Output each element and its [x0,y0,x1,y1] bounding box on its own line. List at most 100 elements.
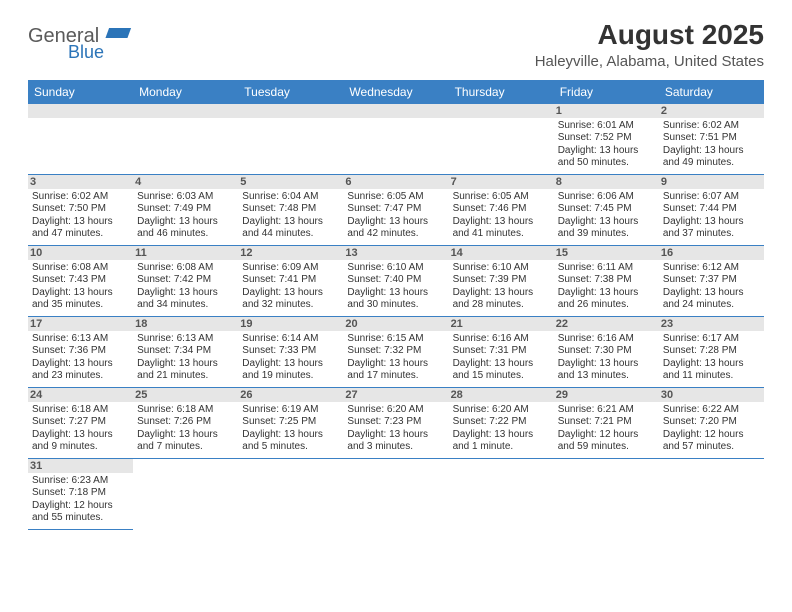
daylight-line: Daylight: 13 hours and 9 minutes. [32,429,129,454]
sunset-line: Sunset: 7:26 PM [137,416,234,429]
day-number: 1 [554,104,659,118]
day-info: Sunrise: 6:19 AMSunset: 7:25 PMDaylight:… [242,404,339,454]
day-cell: 11 Sunrise: 6:08 AMSunset: 7:42 PMDayligh… [133,246,238,317]
daylight-line: Daylight: 13 hours and 19 minutes. [242,358,339,383]
daylight-line: Daylight: 13 hours and 44 minutes. [242,216,339,241]
empty-cell [343,104,448,175]
daylight-line: Daylight: 13 hours and 35 minutes. [32,287,129,312]
weekday-header: Thursday [449,80,554,104]
calendar-grid: 1Sunrise: 6:01 AMSunset: 7:52 PMDaylight… [28,104,764,530]
sunset-line: Sunset: 7:46 PM [453,203,550,216]
daylight-line: Daylight: 13 hours and 30 minutes. [347,287,444,312]
day-number: 22 [554,317,659,331]
day-info: Sunrise: 6:09 AMSunset: 7:41 PMDaylight:… [242,262,339,312]
daylight-line: Daylight: 13 hours and 42 minutes. [347,216,444,241]
day-cell: 6 Sunrise: 6:05 AMSunset: 7:47 PMDaylight… [343,175,448,246]
day-number [449,104,554,118]
sunset-line: Sunset: 7:42 PM [137,274,234,287]
day-info: Sunrise: 6:11 AMSunset: 7:38 PMDaylight:… [558,262,655,312]
sunrise-line: Sunrise: 6:13 AM [32,333,129,346]
daylight-line: Daylight: 13 hours and 17 minutes. [347,358,444,383]
sunset-line: Sunset: 7:22 PM [453,416,550,429]
sunrise-line: Sunrise: 6:06 AM [558,191,655,204]
daylight-line: Daylight: 13 hours and 3 minutes. [347,429,444,454]
weekday-header: Wednesday [343,80,448,104]
sunrise-line: Sunrise: 6:07 AM [663,191,760,204]
day-number: 30 [659,388,764,402]
sunrise-line: Sunrise: 6:16 AM [453,333,550,346]
day-cell: 13Sunrise: 6:10 AMSunset: 7:40 PMDayligh… [343,246,448,317]
day-number: 24 [28,388,133,402]
sunset-line: Sunset: 7:18 PM [32,487,129,500]
day-info: Sunrise: 6:20 AMSunset: 7:22 PMDaylight:… [453,404,550,454]
day-number: 11 [133,246,238,260]
sunrise-line: Sunrise: 6:02 AM [32,191,129,204]
daylight-line: Daylight: 13 hours and 32 minutes. [242,287,339,312]
day-info: Sunrise: 6:10 AMSunset: 7:39 PMDaylight:… [453,262,550,312]
day-number [133,104,238,118]
location-line: Haleyville, Alabama, United States [535,53,764,70]
day-number [343,104,448,118]
brand-text-part2: Blue [68,42,104,60]
day-cell: 7 Sunrise: 6:05 AMSunset: 7:46 PMDaylight… [449,175,554,246]
day-info: Sunrise: 6:17 AMSunset: 7:28 PMDaylight:… [663,333,760,383]
sunset-line: Sunset: 7:30 PM [558,345,655,358]
day-info: Sunrise: 6:08 AMSunset: 7:43 PMDaylight:… [32,262,129,312]
sunset-line: Sunset: 7:43 PM [32,274,129,287]
day-info: Sunrise: 6:05 AMSunset: 7:47 PMDaylight:… [347,191,444,241]
day-number: 3 [28,175,133,189]
day-number [238,104,343,118]
daylight-line: Daylight: 13 hours and 46 minutes. [137,216,234,241]
day-cell: 8Sunrise: 6:06 AMSunset: 7:45 PMDaylight… [554,175,659,246]
day-number: 7 [449,175,554,189]
day-number: 14 [449,246,554,260]
daylight-line: Daylight: 13 hours and 24 minutes. [663,287,760,312]
sunrise-line: Sunrise: 6:05 AM [347,191,444,204]
day-number: 4 [133,175,238,189]
sunrise-line: Sunrise: 6:10 AM [453,262,550,275]
day-cell: 30Sunrise: 6:22 AMSunset: 7:20 PMDayligh… [659,388,764,459]
day-number: 27 [343,388,448,402]
daylight-line: Daylight: 13 hours and 49 minutes. [663,145,760,170]
daylight-line: Daylight: 13 hours and 5 minutes. [242,429,339,454]
daylight-line: Daylight: 13 hours and 28 minutes. [453,287,550,312]
day-cell: 3Sunrise: 6:02 AMSunset: 7:50 PMDaylight… [28,175,133,246]
day-number: 26 [238,388,343,402]
sunset-line: Sunset: 7:28 PM [663,345,760,358]
sunset-line: Sunset: 7:23 PM [347,416,444,429]
day-number: 25 [133,388,238,402]
day-cell: 15Sunrise: 6:11 AMSunset: 7:38 PMDayligh… [554,246,659,317]
weekday-header: Friday [554,80,659,104]
calendar: SundayMondayTuesdayWednesdayThursdayFrid… [28,80,764,530]
day-info: Sunrise: 6:18 AMSunset: 7:27 PMDaylight:… [32,404,129,454]
day-info: Sunrise: 6:02 AMSunset: 7:51 PMDaylight:… [663,120,760,170]
day-number: 9 [659,175,764,189]
weekday-header: Monday [133,80,238,104]
day-number: 6 [343,175,448,189]
weekday-header: Sunday [28,80,133,104]
sunrise-line: Sunrise: 6:22 AM [663,404,760,417]
sunrise-line: Sunrise: 6:08 AM [137,262,234,275]
sunrise-line: Sunrise: 6:03 AM [137,191,234,204]
sunrise-line: Sunrise: 6:08 AM [32,262,129,275]
day-number: 12 [238,246,343,260]
day-info: Sunrise: 6:14 AMSunset: 7:33 PMDaylight:… [242,333,339,383]
sunset-line: Sunset: 7:39 PM [453,274,550,287]
day-cell: 2Sunrise: 6:02 AMSunset: 7:51 PMDaylight… [659,104,764,175]
day-info: Sunrise: 6:20 AMSunset: 7:23 PMDaylight:… [347,404,444,454]
day-cell: 5Sunrise: 6:04 AMSunset: 7:48 PMDaylight… [238,175,343,246]
day-number: 5 [238,175,343,189]
day-cell: 26 Sunrise: 6:19 AMSunset: 7:25 PMDayligh… [238,388,343,459]
daylight-line: Daylight: 13 hours and 41 minutes. [453,216,550,241]
calendar-page: General Blue August 2025 Haleyville, Ala… [0,0,792,550]
sunrise-line: Sunrise: 6:20 AM [347,404,444,417]
sunrise-line: Sunrise: 6:01 AM [558,120,655,133]
day-cell: 31Sunrise: 6:23 AMSunset: 7:18 PMDayligh… [28,459,133,530]
day-info: Sunrise: 6:05 AMSunset: 7:46 PMDaylight:… [453,191,550,241]
sunset-line: Sunset: 7:49 PM [137,203,234,216]
sunset-line: Sunset: 7:34 PM [137,345,234,358]
weekday-header: Saturday [659,80,764,104]
day-info: Sunrise: 6:08 AMSunset: 7:42 PMDaylight:… [137,262,234,312]
day-number: 21 [449,317,554,331]
day-info: Sunrise: 6:21 AMSunset: 7:21 PMDaylight:… [558,404,655,454]
